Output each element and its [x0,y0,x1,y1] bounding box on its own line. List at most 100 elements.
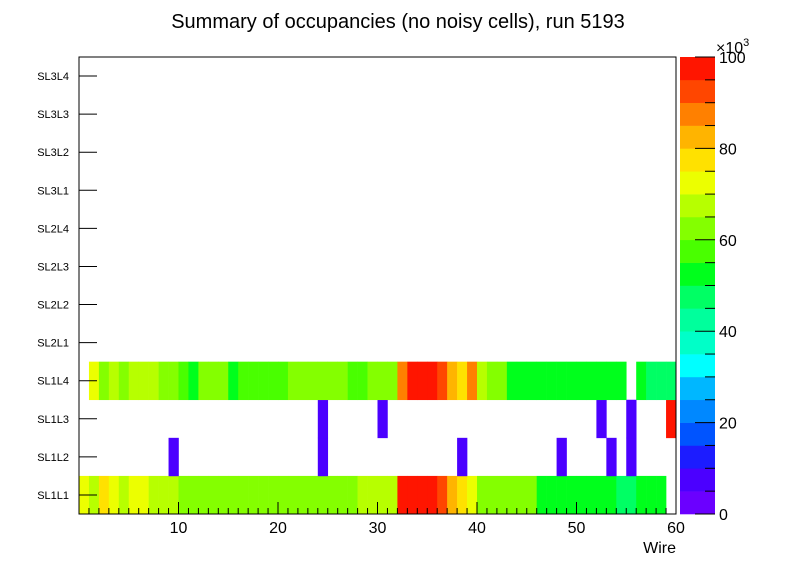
cell-sl1l1-wire-25 [317,475,329,515]
cell-sl1l1-wire-17 [238,475,249,515]
color-bar-segment [680,376,715,401]
cell-sl1l4-wire-28 [347,361,358,401]
cell-sl1l4-wire-30 [367,361,378,401]
cell-sl1l1-wire-44 [506,475,518,515]
cell-sl1l1-wire-15 [218,475,229,515]
cell-sl1l1-wire-29 [357,475,368,515]
cell-sl1l1-wire-36 [427,475,438,515]
cell-sl1l4-wire-38 [447,361,458,401]
cell-sl1l1-wire-13 [198,475,209,515]
heatmap-cells [79,361,677,515]
y-tick-label-sl2l1: SL2L1 [37,338,69,350]
x-tick-label: 40 [468,520,486,537]
cell-sl1l1-wire-24 [307,475,319,515]
y-tick-label-sl1l4: SL1L4 [37,376,69,388]
cell-sl1l1-wire-52 [586,475,597,515]
cell-sl1l4-wire-44 [506,361,518,401]
color-bar-segment [680,216,715,241]
color-bar-segment [680,354,715,378]
y-tick-label-sl2l4: SL2L4 [37,223,69,235]
cell-sl1l4-wire-27 [337,361,348,401]
cell-sl1l1-wire-55 [616,475,627,515]
color-bar-segment [680,262,715,286]
cell-sl1l1-wire-33 [397,475,408,515]
cell-sl1l4-wire-9 [158,361,169,401]
cell-sl1l4-wire-13 [198,361,209,401]
cell-sl1l1-wire-48 [546,475,557,515]
cell-sl1l4-wire-24 [307,361,319,401]
cell-sl1l1-wire-47 [536,475,547,515]
color-bar-axis: 0 20 40 60 80 100 [695,50,746,524]
cell-sl1l1-wire-9 [158,475,169,515]
cell-sl1l4-wire-11 [178,361,189,401]
color-bar-exponent: ×103 [716,37,749,57]
color-bar-segment [680,239,715,263]
cell-sl1l1-wire-34 [407,475,418,515]
cell-sl1l4-wire-47 [536,361,547,401]
cell-sl1l4-wire-8 [148,361,159,401]
cell-sl1l1-wire-43 [496,475,508,515]
y-tick-label-sl3l4: SL3L4 [37,71,69,83]
cell-sl1l1-wire-3 [98,475,110,515]
cell-sl1l1-wire-4 [108,475,120,515]
cell-sl1l4-wire-46 [526,361,537,401]
cell-sl1l4-wire-34 [407,361,418,401]
cell-sl1l1-wire-50 [566,475,577,515]
cell-sl1l4-wire-50 [566,361,577,401]
cell-sl1l1-wire-40 [467,475,478,515]
x-axis-label: Wire [643,540,676,557]
cell-sl1l4-wire-51 [576,361,587,401]
cell-sl1l1-wire-12 [188,475,199,515]
cell-sl1l4-wire-60 [666,361,677,401]
x-axis: 10 20 30 40 50 60 [88,502,685,537]
cell-sl1l4-wire-23 [297,361,309,401]
cell-sl1l4-wire-15 [218,361,229,401]
cell-sl1l1-wire-23 [297,475,309,515]
cell-sl1l1-wire-49 [556,475,567,515]
cell-sl1l3-wire-56 [626,399,637,439]
y-axis: SL1L1 SL1L2 SL1L3 SL1L4 SL2L1 SL2L2 SL2L3 SL2L4… [37,71,97,502]
color-bar-segment [680,422,715,446]
cell-sl1l4-wire-36 [427,361,438,401]
cell-sl1l4-wire-12 [188,361,199,401]
cell-sl1l4-wire-35 [417,361,428,401]
cell-sl1l3-wire-60 [666,399,677,439]
chart-title: Summary of occupancies (no noisy cells),… [171,11,625,33]
cell-sl1l4-wire-48 [546,361,557,401]
color-bar-tick-label: 20 [719,416,737,433]
cell-sl1l1-wire-16 [228,475,239,515]
y-tick-label-sl2l2: SL2L2 [37,300,69,312]
cell-sl1l1-wire-18 [248,475,259,515]
cell-sl1l4-wire-37 [437,361,448,401]
color-bar-tick-label: 100 [719,50,746,67]
cell-sl1l4-wire-16 [228,361,239,401]
cell-sl1l1-wire-45 [516,475,528,515]
cell-sl1l1-wire-22 [287,475,299,515]
cell-sl1l4-wire-45 [516,361,528,401]
cell-sl1l2-wire-25 [317,437,329,477]
y-tick-label-sl1l2: SL1L2 [37,452,69,464]
cell-sl1l1-wire-30 [367,475,378,515]
color-bar-segment [680,308,715,332]
cell-sl1l1-wire-39 [457,475,468,515]
cell-sl1l1-wire-51 [576,475,587,515]
x-tick-label: 20 [269,520,287,537]
color-bar-tick-label: 80 [719,141,737,158]
cell-sl1l1-wire-42 [486,475,498,515]
x-tick-label: 10 [170,520,188,537]
x-tick-label: 30 [369,520,387,537]
cell-sl1l1-wire-6 [128,475,139,515]
cell-sl1l4-wire-39 [457,361,468,401]
x-tick-label: 60 [667,520,685,537]
color-bar-segment [680,79,715,103]
cell-sl1l4-wire-32 [387,361,398,401]
cell-sl1l1-wire-57 [636,475,647,515]
color-bar-segment [680,57,715,81]
cell-sl1l1-wire-19 [258,475,269,515]
cell-sl1l4-wire-52 [586,361,597,401]
cell-sl1l1-wire-14 [208,475,219,515]
cell-sl1l1-wire-31 [377,475,388,515]
cell-sl1l2-wire-39 [457,437,468,477]
cell-sl1l1-wire-53 [596,475,607,515]
